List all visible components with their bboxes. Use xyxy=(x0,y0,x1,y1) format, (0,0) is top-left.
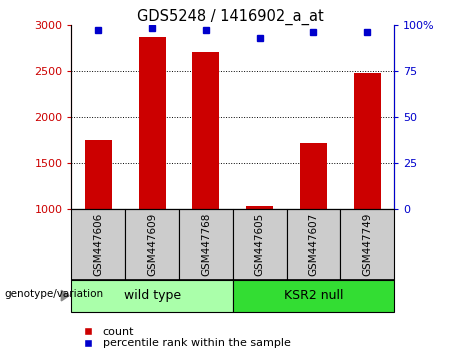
Text: GSM447606: GSM447606 xyxy=(93,213,103,276)
Text: GSM447768: GSM447768 xyxy=(201,212,211,276)
Bar xyxy=(71,209,125,280)
Text: genotype/variation: genotype/variation xyxy=(5,289,104,299)
Bar xyxy=(287,209,340,280)
Bar xyxy=(340,209,394,280)
Bar xyxy=(193,52,219,209)
Bar xyxy=(125,209,179,280)
Text: wild type: wild type xyxy=(124,289,181,302)
Bar xyxy=(300,143,327,209)
Bar xyxy=(233,280,394,312)
Text: GSM447605: GSM447605 xyxy=(254,213,265,276)
Legend: count, percentile rank within the sample: count, percentile rank within the sample xyxy=(77,327,290,348)
Text: GSM447749: GSM447749 xyxy=(362,212,372,276)
Text: GDS5248 / 1416902_a_at: GDS5248 / 1416902_a_at xyxy=(137,9,324,25)
Bar xyxy=(233,209,287,280)
Bar xyxy=(139,37,165,209)
Text: KSR2 null: KSR2 null xyxy=(284,289,343,302)
Bar xyxy=(85,140,112,209)
Bar xyxy=(179,209,233,280)
Text: GSM447607: GSM447607 xyxy=(308,213,319,276)
Bar xyxy=(246,206,273,209)
Bar xyxy=(354,73,381,209)
Polygon shape xyxy=(61,290,69,301)
Text: GSM447609: GSM447609 xyxy=(147,213,157,276)
Bar xyxy=(71,280,233,312)
